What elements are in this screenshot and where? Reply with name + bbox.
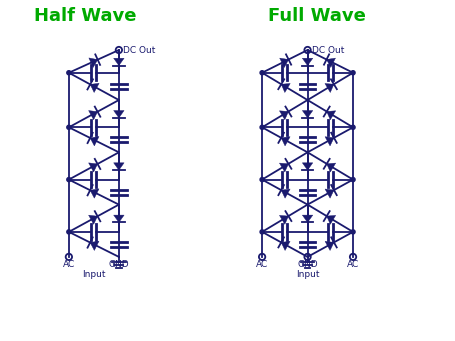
Polygon shape [326,58,335,68]
Polygon shape [324,189,333,198]
Polygon shape [113,215,124,222]
Polygon shape [90,189,99,198]
Circle shape [350,125,354,129]
Polygon shape [324,241,333,251]
Text: GND: GND [108,260,129,269]
Circle shape [350,230,354,234]
Polygon shape [281,137,289,146]
Polygon shape [279,58,288,68]
Text: AC: AC [255,260,268,269]
Text: DC Out: DC Out [123,45,155,55]
Circle shape [259,230,263,234]
Text: GND: GND [297,260,317,269]
Circle shape [67,230,71,234]
Polygon shape [302,163,312,170]
Circle shape [350,178,354,182]
Polygon shape [88,163,97,172]
Text: Input: Input [82,270,106,279]
Circle shape [259,125,263,129]
Circle shape [259,71,263,75]
Polygon shape [302,110,312,118]
Polygon shape [279,216,288,224]
Polygon shape [90,241,99,250]
Polygon shape [281,84,289,92]
Polygon shape [88,215,97,224]
Polygon shape [279,163,288,172]
Text: AC: AC [63,260,75,269]
Circle shape [259,178,263,182]
Text: AC: AC [346,260,359,269]
Polygon shape [113,58,124,65]
Circle shape [67,71,71,75]
Polygon shape [324,84,333,92]
Polygon shape [281,189,289,198]
Polygon shape [90,83,99,92]
Polygon shape [326,111,335,120]
Text: Half Wave: Half Wave [34,7,136,25]
Polygon shape [281,241,289,251]
Polygon shape [113,163,124,170]
Polygon shape [326,216,335,224]
Polygon shape [326,163,335,172]
Polygon shape [324,137,333,146]
Polygon shape [113,110,124,118]
Polygon shape [88,110,97,120]
Polygon shape [89,58,97,68]
Circle shape [67,125,71,129]
Polygon shape [302,215,312,222]
Polygon shape [302,58,312,65]
Circle shape [350,71,354,75]
Text: Full Wave: Full Wave [267,7,365,25]
Polygon shape [90,136,99,146]
Text: DC Out: DC Out [311,45,343,55]
Circle shape [67,178,71,182]
Text: Input: Input [295,270,318,279]
Polygon shape [279,111,288,120]
